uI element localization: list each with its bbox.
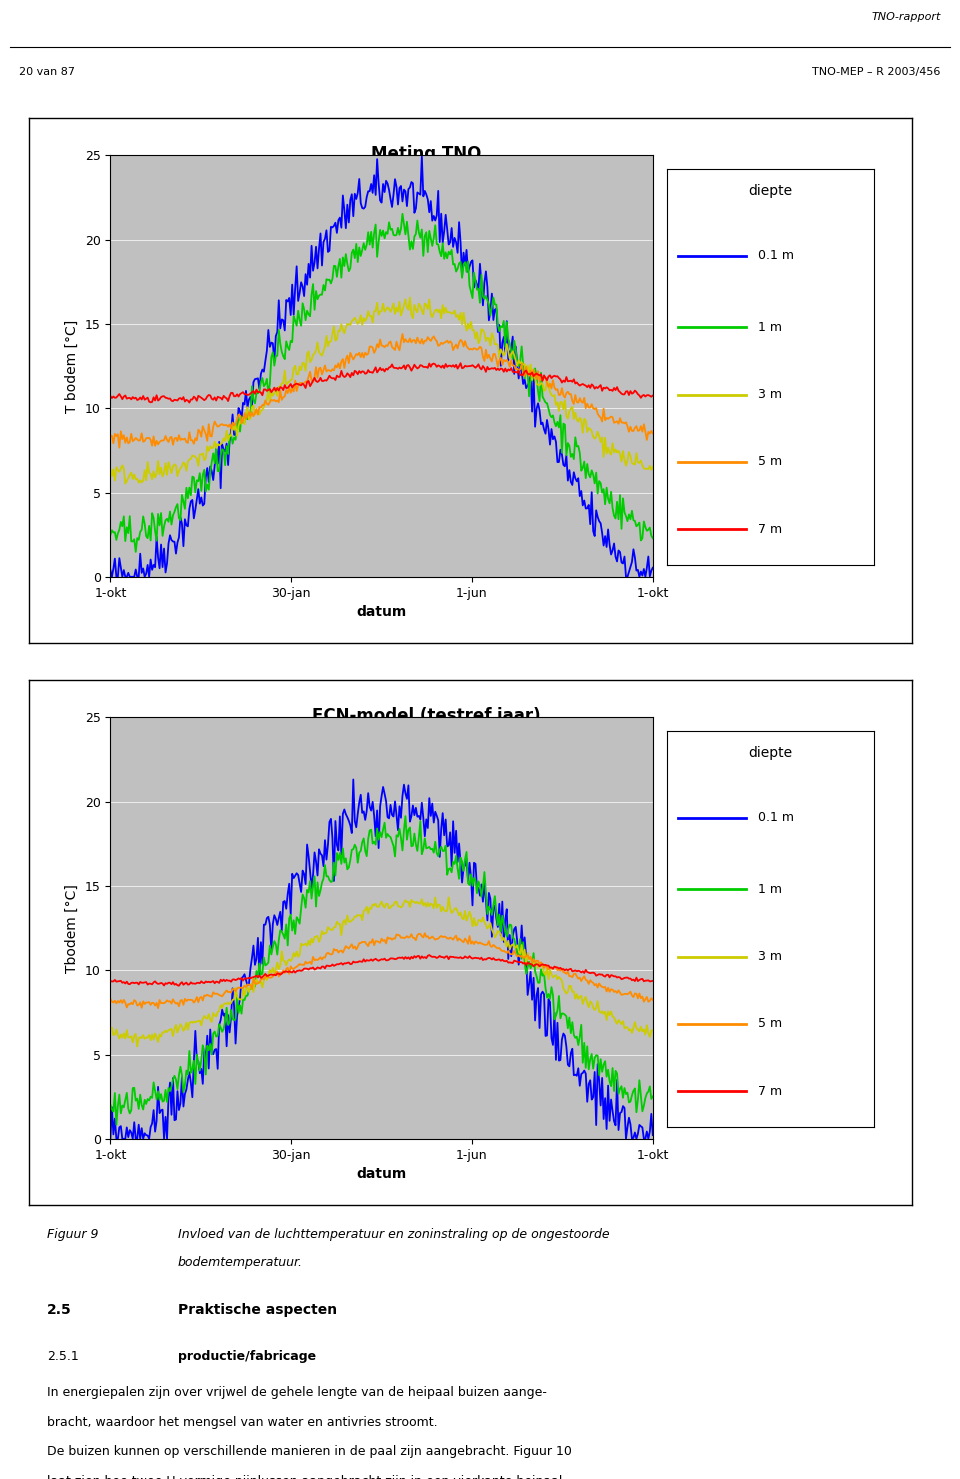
Text: ECN-model (testref.jaar): ECN-model (testref.jaar) — [312, 707, 540, 725]
Y-axis label: Tbodem [°C]: Tbodem [°C] — [65, 883, 80, 973]
Text: 7 m: 7 m — [758, 522, 782, 535]
Text: bodemtemperatuur.: bodemtemperatuur. — [178, 1257, 302, 1269]
Text: Figuur 9: Figuur 9 — [47, 1228, 98, 1241]
Text: De buizen kunnen op verschillende manieren in de paal zijn aangebracht. Figuur 1: De buizen kunnen op verschillende manier… — [47, 1445, 572, 1458]
Text: 20 van 87: 20 van 87 — [19, 67, 75, 77]
Text: In energiepalen zijn over vrijwel de gehele lengte van de heipaal buizen aange-: In energiepalen zijn over vrijwel de geh… — [47, 1386, 547, 1399]
X-axis label: datum: datum — [356, 605, 407, 620]
Text: Praktische aspecten: Praktische aspecten — [178, 1303, 337, 1316]
Text: Invloed van de luchttemperatuur en zoninstraling op de ongestoorde: Invloed van de luchttemperatuur en zonin… — [178, 1228, 610, 1241]
Text: 2.5: 2.5 — [47, 1303, 72, 1316]
Text: TNO-rapport: TNO-rapport — [872, 12, 941, 22]
Text: bracht, waardoor het mengsel van water en antivries stroomt.: bracht, waardoor het mengsel van water e… — [47, 1415, 438, 1429]
Text: diepte: diepte — [749, 747, 792, 760]
Text: 0.1 m: 0.1 m — [758, 812, 794, 824]
Text: 2.5.1: 2.5.1 — [47, 1349, 79, 1362]
Text: productie/fabricage: productie/fabricage — [178, 1349, 316, 1362]
Text: 3 m: 3 m — [758, 387, 782, 401]
Text: diepte: diepte — [749, 185, 792, 198]
Text: Meting TNO: Meting TNO — [372, 145, 481, 163]
Y-axis label: T bodem [°C]: T bodem [°C] — [65, 319, 80, 413]
Text: 1 m: 1 m — [758, 883, 782, 896]
Text: laat zien hoe twee U-vormige pijplussen aangebracht zijn in een vierkante heipaa: laat zien hoe twee U-vormige pijplussen … — [47, 1475, 563, 1479]
X-axis label: datum: datum — [356, 1167, 407, 1182]
Text: 7 m: 7 m — [758, 1084, 782, 1097]
Text: TNO-MEP – R 2003/456: TNO-MEP – R 2003/456 — [812, 67, 941, 77]
Text: 3 m: 3 m — [758, 950, 782, 963]
Text: 5 m: 5 m — [758, 456, 782, 469]
Text: 5 m: 5 m — [758, 1018, 782, 1031]
Text: 0.1 m: 0.1 m — [758, 250, 794, 262]
Text: 1 m: 1 m — [758, 321, 782, 334]
